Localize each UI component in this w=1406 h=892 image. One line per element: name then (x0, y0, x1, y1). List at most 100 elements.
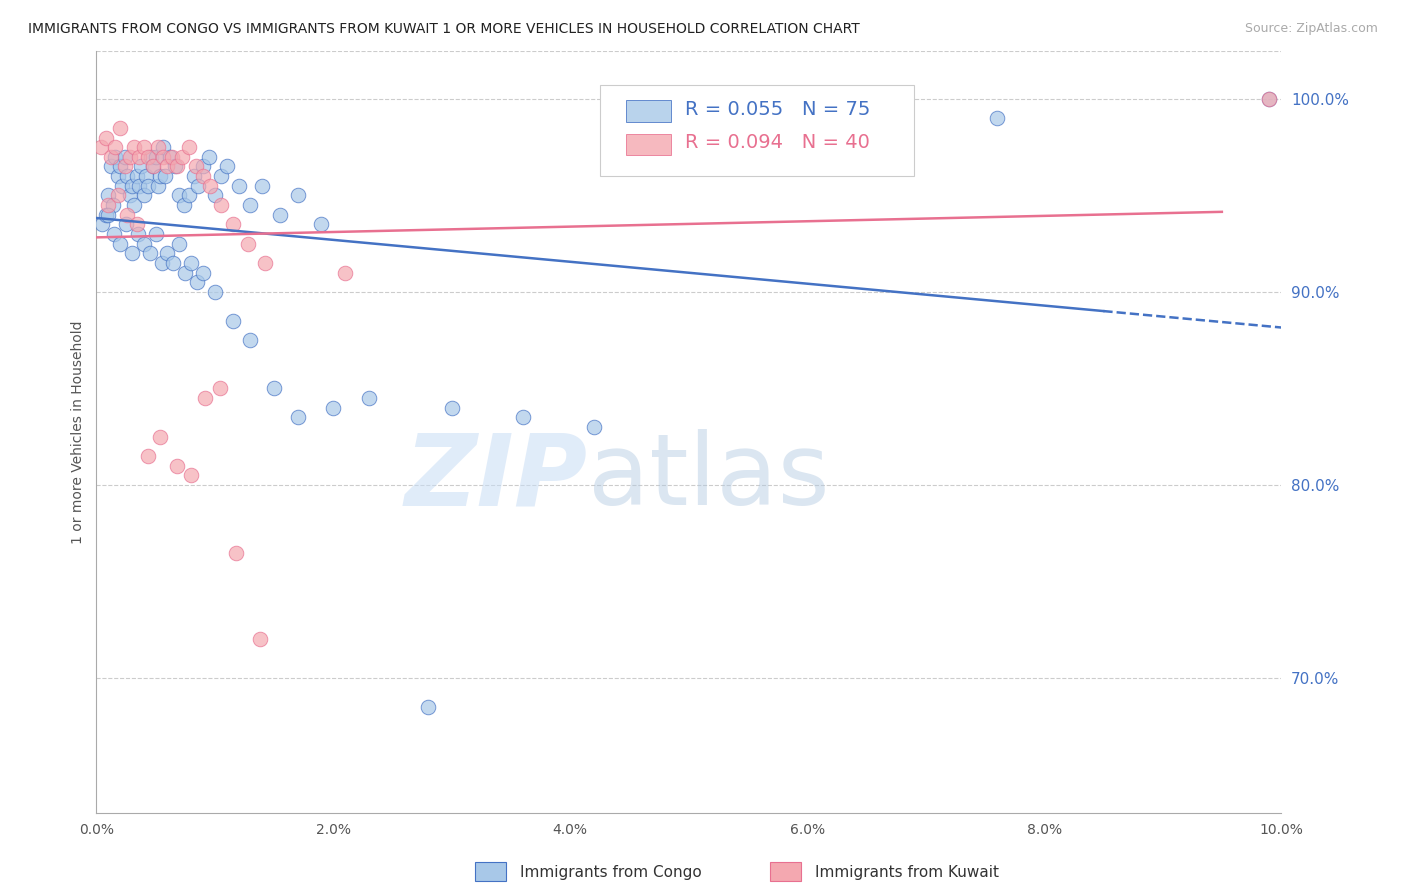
Text: Immigrants from Kuwait: Immigrants from Kuwait (815, 865, 1000, 880)
Point (142, 160, 165, 174)
Point (194, 391, 217, 405)
Point (107, 188, 129, 202)
Point (170, 150, 193, 164)
Point (132, 188, 155, 202)
Point (357, 391, 380, 405)
Point (183, 169, 205, 183)
Point (114, 150, 136, 164)
Point (416, 700, 439, 714)
Point (103, 227, 125, 241)
Point (132, 236, 155, 251)
Text: Source: ZipAtlas.com: Source: ZipAtlas.com (1244, 22, 1378, 36)
Point (115, 208, 138, 222)
Point (107, 169, 129, 183)
Point (132, 140, 155, 154)
Text: atlas: atlas (588, 429, 830, 526)
Point (228, 178, 250, 193)
Point (97, 198, 120, 212)
Point (115, 169, 138, 183)
Point (311, 218, 333, 232)
Point (114, 160, 136, 174)
Point (150, 256, 173, 270)
Point (215, 160, 238, 174)
Point (121, 178, 143, 193)
Point (97, 208, 120, 222)
Point (149, 169, 172, 183)
Point (174, 266, 197, 280)
Point (191, 169, 214, 183)
Point (138, 449, 160, 463)
FancyBboxPatch shape (626, 100, 671, 121)
Point (191, 266, 214, 280)
Point (225, 545, 247, 559)
Point (90, 140, 112, 154)
Point (166, 160, 188, 174)
Point (91, 218, 114, 232)
Point (177, 140, 200, 154)
Point (135, 169, 157, 183)
Point (239, 198, 262, 212)
Point (138, 178, 160, 193)
Point (162, 256, 184, 270)
Point (128, 150, 150, 164)
Point (156, 160, 179, 174)
Point (204, 285, 226, 299)
Point (512, 410, 534, 425)
Point (236, 236, 259, 251)
Point (118, 150, 141, 164)
Point (142, 160, 165, 174)
Point (145, 150, 167, 164)
Point (173, 198, 195, 212)
Point (249, 632, 271, 647)
Point (180, 468, 202, 483)
Y-axis label: 1 or more Vehicles in Household: 1 or more Vehicles in Household (72, 320, 86, 543)
Point (108, 120, 131, 135)
Point (153, 169, 176, 183)
Point (1258, 92, 1281, 106)
Point (152, 140, 174, 154)
Text: IMMIGRANTS FROM CONGO VS IMMIGRANTS FROM KUWAIT 1 OR MORE VEHICLES IN HOUSEHOLD : IMMIGRANTS FROM CONGO VS IMMIGRANTS FROM… (28, 22, 860, 37)
Point (159, 150, 181, 164)
Point (169, 188, 191, 202)
Point (187, 178, 209, 193)
Point (100, 160, 122, 174)
Point (184, 160, 207, 174)
Point (145, 227, 167, 241)
Point (94, 208, 117, 222)
Text: R = 0.055   N = 75: R = 0.055 N = 75 (685, 100, 870, 119)
Point (94, 130, 117, 145)
Point (139, 150, 162, 164)
Text: ZIP: ZIP (405, 429, 588, 526)
Text: R = 0.094   N = 40: R = 0.094 N = 40 (685, 134, 870, 153)
Point (152, 150, 174, 164)
Point (118, 188, 141, 202)
Point (253, 256, 276, 270)
Point (125, 218, 148, 232)
Point (198, 178, 221, 193)
Point (180, 256, 202, 270)
Point (169, 236, 191, 251)
Point (221, 314, 243, 328)
Point (138, 246, 160, 260)
Point (115, 218, 138, 232)
Point (111, 178, 134, 193)
Point (128, 178, 150, 193)
Point (122, 198, 145, 212)
Point (209, 169, 232, 183)
Point (287, 188, 309, 202)
Point (322, 401, 344, 415)
Point (287, 410, 309, 425)
Point (125, 169, 148, 183)
Point (221, 218, 243, 232)
Point (127, 227, 149, 241)
Point (156, 246, 179, 260)
Point (121, 246, 143, 260)
Point (186, 275, 208, 289)
Point (138, 150, 160, 164)
Point (239, 333, 262, 347)
FancyBboxPatch shape (600, 85, 914, 177)
Point (204, 188, 226, 202)
Point (108, 236, 131, 251)
Point (149, 430, 172, 444)
Point (198, 150, 221, 164)
